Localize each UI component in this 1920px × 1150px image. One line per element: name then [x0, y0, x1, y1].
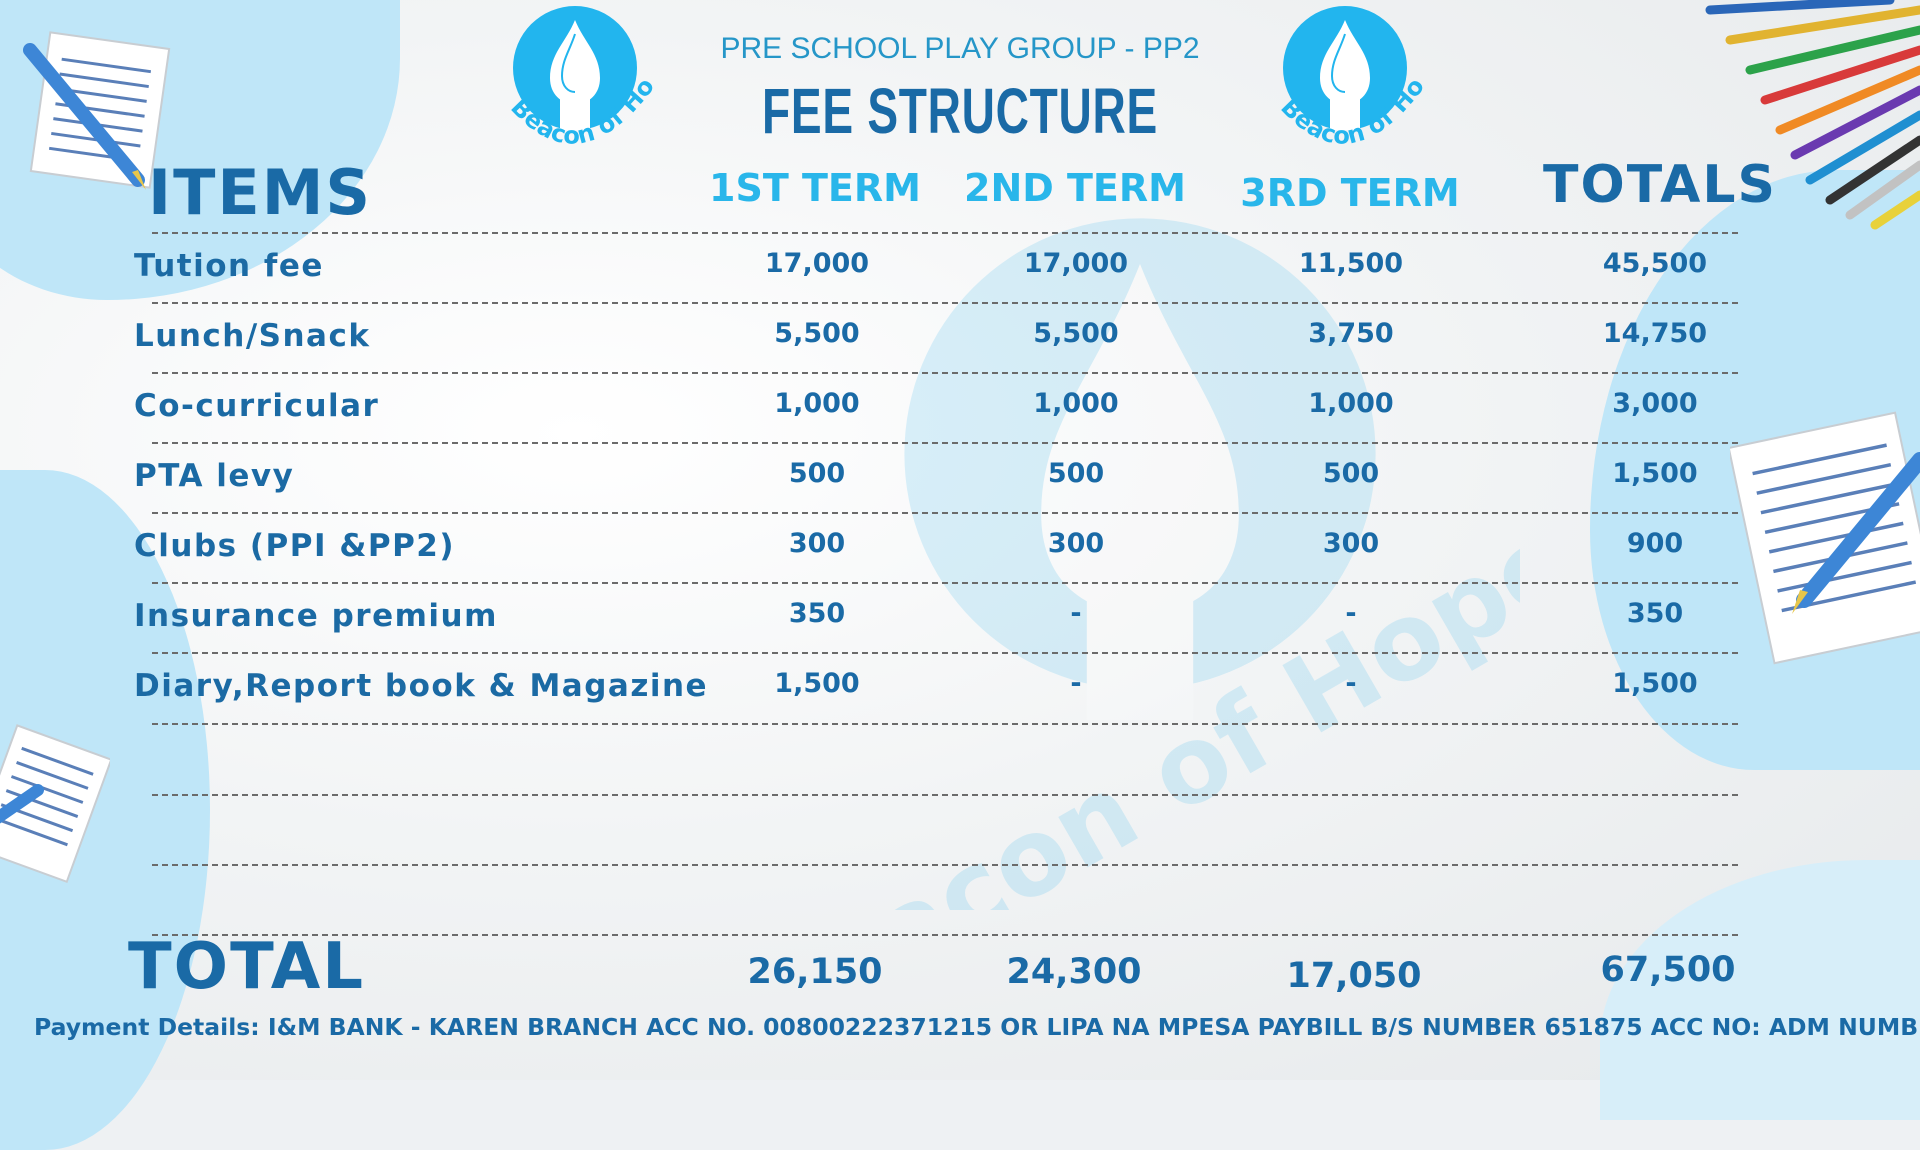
row-item: Insurance premium: [134, 598, 498, 634]
row-total: 14,750: [1602, 318, 1708, 349]
row-term2: 500: [1047, 458, 1105, 489]
total-term2: 24,300: [1006, 952, 1142, 992]
table-row: Co-curricular 1,000 1,000 1,000 3,000: [134, 372, 1738, 442]
row-total: 350: [1626, 598, 1684, 629]
row-item: Lunch/Snack: [134, 318, 371, 354]
row-term3: 3,750: [1308, 318, 1394, 349]
page-subtitle: PRE SCHOOL PLAY GROUP - PP2: [720, 32, 1200, 65]
row-divider: [152, 302, 1738, 304]
row-item: PTA levy: [134, 458, 295, 494]
row-divider: [152, 652, 1738, 654]
row-divider: [152, 582, 1738, 584]
row-divider: [152, 794, 1738, 796]
row-term2: -: [1070, 598, 1082, 629]
column-header-term2: 2ND TERM: [964, 166, 1186, 210]
row-item: Tution fee: [134, 248, 324, 284]
row-term2: 5,500: [1033, 318, 1119, 349]
total-term1: 26,150: [747, 952, 883, 992]
row-term1: 350: [788, 598, 846, 629]
table-row: Clubs (PPI &PP2) 300 300 300 900: [134, 512, 1738, 582]
row-divider: [152, 372, 1738, 374]
watermark-logo: Beacon of Hope: [760, 218, 1520, 910]
notepad-pen-icon: [23, 31, 171, 190]
row-item: Diary,Report book & Magazine: [134, 668, 709, 704]
row-term1: 1,500: [774, 668, 860, 699]
notepad-small-icon: [0, 724, 110, 884]
row-item: Clubs (PPI &PP2): [134, 528, 456, 564]
total-term3: 17,050: [1286, 956, 1422, 996]
row-divider: [152, 442, 1738, 444]
row-divider: [152, 934, 1738, 936]
payment-details: Payment Details: I&M BANK - KAREN BRANCH…: [34, 1013, 1920, 1041]
row-term2: 17,000: [1023, 248, 1129, 279]
row-total: 1,500: [1612, 668, 1698, 699]
row-term3: 1,000: [1308, 388, 1394, 419]
row-divider: [152, 512, 1738, 514]
row-total: 900: [1626, 528, 1684, 559]
table-row: Insurance premium 350 - - 350: [134, 582, 1738, 652]
notepad-pen-right-icon: [1730, 411, 1920, 665]
row-term1: 1,000: [774, 388, 860, 419]
row-divider: [152, 232, 1738, 234]
row-term1: 17,000: [764, 248, 870, 279]
row-total: 45,500: [1602, 248, 1708, 279]
row-term2: 1,000: [1033, 388, 1119, 419]
total-label: TOTAL: [128, 930, 366, 1004]
row-term3: 11,500: [1298, 248, 1404, 279]
pencils-icon: [1705, 0, 1920, 230]
grand-total: 67,500: [1600, 950, 1736, 990]
table-row: PTA levy 500 500 500 1,500: [134, 442, 1738, 512]
beacon-of-hope-logo-right: Beacon of Hope: [1250, 6, 1430, 150]
column-header-totals: TOTALS: [1543, 155, 1777, 215]
table-row: Tution fee 17,000 17,000 11,500 45,500: [134, 232, 1738, 302]
column-header-term1: 1ST TERM: [709, 166, 921, 210]
row-total: 1,500: [1612, 458, 1698, 489]
row-term1: 5,500: [774, 318, 860, 349]
row-term1: 500: [788, 458, 846, 489]
row-total: 3,000: [1612, 388, 1698, 419]
row-term2: -: [1070, 668, 1082, 699]
table-row: Lunch/Snack 5,500 5,500 3,750 14,750: [134, 302, 1738, 372]
row-term1: 300: [788, 528, 846, 559]
row-term3: 300: [1322, 528, 1380, 559]
column-header-items: ITEMS: [148, 156, 373, 229]
beacon-of-hope-logo: Beacon of Hope: [480, 6, 660, 150]
row-term3: 500: [1322, 458, 1380, 489]
row-item: Co-curricular: [134, 388, 380, 424]
table-row: Diary,Report book & Magazine 1,500 - - 1…: [134, 652, 1738, 722]
row-divider: [152, 864, 1738, 866]
page-title: FEE STRUCTURE: [762, 75, 1158, 147]
row-divider: [152, 723, 1738, 725]
row-term3: -: [1345, 668, 1357, 699]
row-term2: 300: [1047, 528, 1105, 559]
column-header-term3: 3RD TERM: [1240, 171, 1460, 215]
row-term3: -: [1345, 598, 1357, 629]
